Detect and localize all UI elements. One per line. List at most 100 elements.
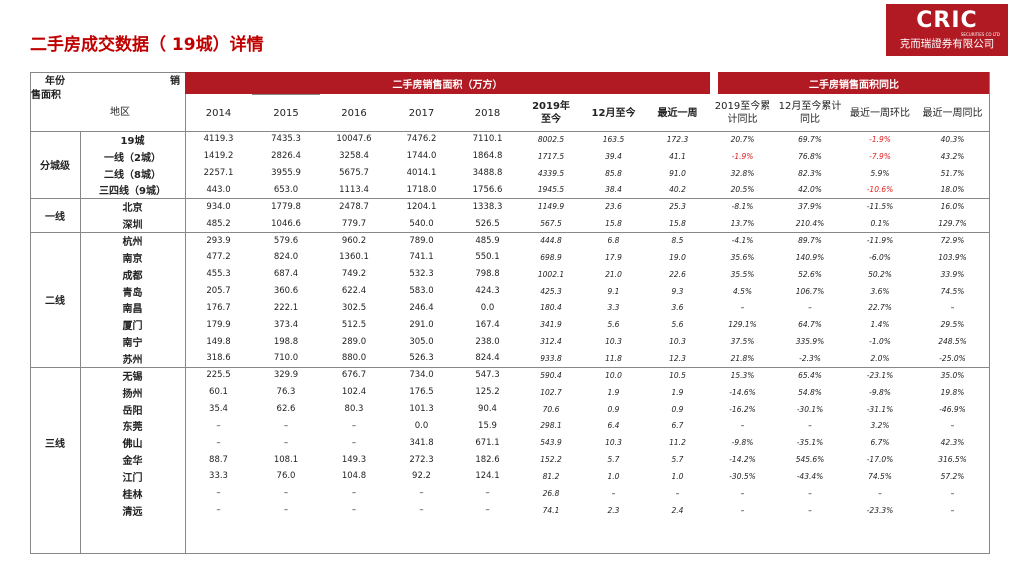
line	[30, 366, 990, 368]
cell: –	[808, 488, 812, 498]
cell: 11.2	[669, 438, 686, 448]
cell: 485.2	[206, 218, 231, 229]
cell: 64.7%	[798, 320, 822, 330]
cell: -23.1%	[866, 370, 894, 380]
column-header: 12月至今累计同比	[778, 101, 842, 125]
column-header: 2017	[408, 107, 435, 119]
cell: 22.6	[669, 269, 686, 279]
cell: 33.9%	[940, 269, 965, 279]
cell: 6.7%	[870, 438, 890, 448]
cell: 1779.8	[271, 201, 301, 212]
cell: 248.5%	[938, 337, 967, 347]
city: 南京	[122, 253, 143, 265]
cell: 567.5	[540, 219, 562, 229]
cell: 3.6	[671, 303, 684, 313]
line	[252, 94, 320, 95]
cell: 62.6	[276, 404, 296, 415]
city: 东莞	[122, 422, 143, 434]
cell: 329.9	[273, 370, 299, 381]
line	[30, 131, 990, 132]
cell: 1002.1	[537, 269, 565, 279]
cell: –	[950, 303, 955, 313]
cell: 108.1	[273, 454, 299, 465]
cell: 10.3	[605, 337, 622, 347]
column-header: 2019年至今	[532, 101, 570, 125]
cell: –	[216, 437, 221, 448]
cell: 15.8	[605, 219, 622, 229]
cell: 85.8	[605, 168, 622, 178]
column-header: 2018	[474, 107, 501, 119]
column-header: 2015	[273, 107, 299, 119]
cell: –	[950, 505, 955, 515]
cell: 72.9%	[940, 236, 965, 246]
cell: 92.2	[412, 471, 431, 482]
cell: –	[216, 505, 221, 516]
cell: –	[808, 421, 812, 431]
cell: 21.8%	[730, 353, 755, 363]
cell: 4119.3	[203, 134, 234, 145]
cell: 824.0	[273, 252, 299, 263]
cell: –	[283, 505, 289, 516]
cell: 373.4	[273, 319, 299, 330]
cell: 934.0	[206, 201, 231, 212]
line	[30, 553, 990, 554]
cell: 15.9	[478, 420, 497, 431]
cell: 125.2	[475, 387, 500, 398]
cell: 1338.3	[472, 201, 503, 212]
group-label: 一线	[45, 211, 65, 223]
cell: 172.3	[666, 134, 689, 144]
cell: 129.1%	[728, 320, 757, 330]
cell: 741.1	[409, 252, 434, 263]
cell: 35.4	[209, 404, 228, 415]
city: 杭州	[122, 237, 143, 249]
cell: 6.4	[607, 421, 620, 431]
cell: 5.7	[671, 455, 684, 465]
cell: –	[485, 505, 490, 516]
cell: -6.0%	[869, 252, 891, 262]
cell: -1.9%	[869, 134, 891, 144]
cell: 182.6	[475, 454, 500, 465]
corner-area: 售面积	[31, 89, 61, 101]
cell: 789.0	[409, 235, 434, 246]
cell: 35.5%	[730, 269, 755, 279]
group-header: 二手房销售面积同比	[809, 79, 899, 91]
cell: 10047.6	[336, 134, 372, 145]
page-title: 二手房成交数据（ 19城）详情	[30, 35, 264, 55]
cell: 6.8	[607, 236, 620, 246]
line	[185, 94, 186, 554]
cell: 3258.4	[339, 151, 369, 162]
cell: –	[740, 505, 745, 515]
cell: 1149.9	[537, 202, 565, 212]
group-label: 二线	[45, 295, 65, 307]
cell: 676.7	[341, 370, 367, 381]
cell: –	[351, 505, 357, 516]
cell: -23.3%	[866, 505, 894, 515]
cell: 291.0	[409, 319, 434, 330]
cell: 1046.6	[271, 218, 301, 229]
cell: 104.8	[341, 471, 367, 482]
cell: 40.3%	[940, 134, 965, 144]
cell: 176.7	[206, 302, 231, 313]
cell: –	[419, 505, 424, 516]
cell: 26.8	[542, 488, 560, 498]
cell: 140.9%	[795, 252, 825, 262]
cell: –	[808, 303, 812, 313]
cell: 222.1	[273, 302, 299, 313]
cell: 17.9	[605, 252, 622, 262]
cell: 335.9%	[795, 337, 825, 347]
cell: 180.4	[540, 303, 562, 313]
city: 清远	[122, 506, 143, 518]
city: 成都	[122, 270, 143, 282]
cell: 38.4	[605, 185, 622, 195]
cell: -43.4%	[796, 471, 824, 481]
cell: 1.0	[671, 471, 684, 481]
cell: –	[351, 488, 357, 499]
cell: 74.1	[542, 505, 560, 515]
cell: 3.2%	[870, 421, 890, 431]
cell: 176.5	[409, 387, 434, 398]
cell: 19.0	[669, 252, 686, 262]
cell: 179.9	[206, 319, 231, 330]
cell: 74.5%	[940, 286, 965, 296]
cell: 0.0	[480, 302, 495, 313]
data-table: 二手房销售面积（万方） 二手房销售面积同比 年份 销售面积 地区 2014 2015 2016…	[30, 72, 990, 554]
